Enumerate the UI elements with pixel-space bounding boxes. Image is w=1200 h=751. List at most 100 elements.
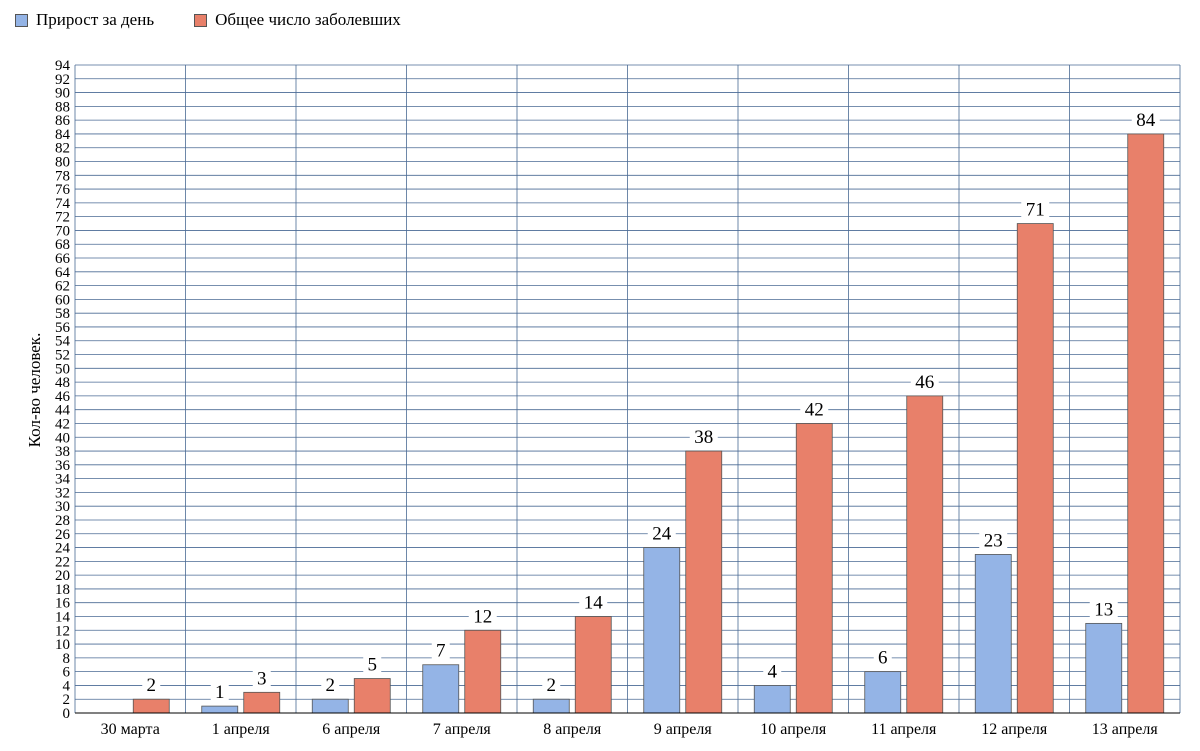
y-tick-label: 54 [55,334,71,350]
bar-total [464,629,502,714]
bar-daily [643,547,681,714]
data-label-bg [647,523,676,544]
y-tick-label: 12 [55,623,70,639]
data-label-bg [321,675,340,696]
data-label: 84 [1136,110,1156,131]
y-tick-label: 30 [55,499,70,515]
y-tick-label: 10 [55,637,70,653]
legend-swatch-daily [15,13,28,27]
bar-total [1016,223,1054,714]
data-label: 23 [984,530,1003,551]
data-label: 38 [694,427,713,448]
y-tick-label: 80 [55,155,70,171]
y-tick-label: 46 [55,389,71,405]
data-label-bg [763,661,782,682]
data-label: 46 [915,372,934,393]
y-tick-label: 6 [63,665,71,681]
bar-total [574,616,612,714]
x-tick-label: 6 апреля [322,721,381,738]
y-tick-label: 94 [55,58,71,74]
legend: Прирост за день Общее число заболевших [15,10,441,30]
legend-label-daily: Прирост за день [36,10,155,29]
data-label-bg [910,371,939,392]
x-tick-label: 1 апреля [212,721,271,738]
legend-item-daily: Прирост за день [15,10,154,30]
y-tick-label: 2 [63,692,71,708]
legend-label-total: Общее число заболевших [215,10,401,29]
data-label-bg [873,647,892,668]
bar-daily [532,698,570,714]
x-tick-label: 13 апреля [1092,721,1159,738]
y-tick-label: 68 [55,237,70,253]
y-tick-label: 84 [55,127,71,143]
y-tick-label: 0 [63,706,71,722]
y-tick-label: 90 [55,86,70,102]
y-tick-label: 88 [55,99,70,115]
data-label-bg [252,668,271,689]
data-label-bg [363,654,382,675]
y-tick-label: 20 [55,568,70,584]
bar-total [906,395,944,714]
y-tick-label: 22 [55,554,70,570]
axis-layer: 0246810121416182022242628303234363840424… [55,58,1180,738]
y-tick-label: 64 [55,265,71,281]
data-label: 2 [326,675,336,696]
bar-daily [1085,622,1123,714]
y-tick-label: 4 [63,678,71,694]
data-label-bg [1089,599,1118,620]
bar-daily [201,705,239,714]
data-label: 7 [436,641,446,662]
y-tick-label: 86 [55,113,71,129]
data-label: 14 [584,592,604,613]
x-tick-label: 30 марта [101,721,160,738]
y-tick-label: 40 [55,430,70,446]
legend-item-total: Общее число заболевших [194,10,401,30]
y-tick-label: 58 [55,306,70,322]
legend-swatch-total [194,13,208,27]
y-tick-label: 66 [55,251,71,267]
y-tick-label: 78 [55,168,70,184]
y-tick-label: 24 [55,541,71,557]
y-tick-label: 52 [55,348,70,364]
data-label-bg [210,682,229,703]
y-tick-label: 38 [55,444,70,460]
data-label-bg [1131,109,1160,130]
bar-total [132,698,170,714]
data-label: 2 [147,675,157,696]
bar-total [243,691,281,714]
data-label: 12 [473,606,492,627]
bar-daily [422,664,460,714]
y-tick-label: 70 [55,223,70,239]
data-label: 24 [652,524,672,545]
y-tick-label: 14 [55,609,71,625]
y-tick-label: 56 [55,320,71,336]
data-label: 5 [368,655,378,676]
data-label: 71 [1026,200,1045,221]
data-label-bg [468,606,497,627]
y-tick-label: 16 [55,596,71,612]
x-tick-label: 12 апреля [981,721,1048,738]
y-tick-label: 28 [55,513,70,529]
y-tick-label: 62 [55,279,70,295]
bar-daily [864,671,902,714]
bar-daily [753,685,791,714]
data-label-bg [689,427,718,448]
y-tick-label: 26 [55,527,71,543]
y-tick-label: 42 [55,416,70,432]
y-tick-label: 50 [55,361,70,377]
y-tick-label: 92 [55,72,70,88]
data-label-bg [979,530,1008,551]
data-label: 1 [215,682,225,703]
y-tick-label: 8 [63,651,71,667]
bar-total [795,423,833,714]
data-label: 42 [805,399,824,420]
data-label: 6 [878,648,888,669]
data-label-bg [431,640,450,661]
y-tick-label: 44 [55,403,71,419]
y-tick-label: 32 [55,485,70,501]
bar-total [353,678,391,714]
data-label: 2 [547,675,557,696]
y-tick-label: 72 [55,210,70,226]
